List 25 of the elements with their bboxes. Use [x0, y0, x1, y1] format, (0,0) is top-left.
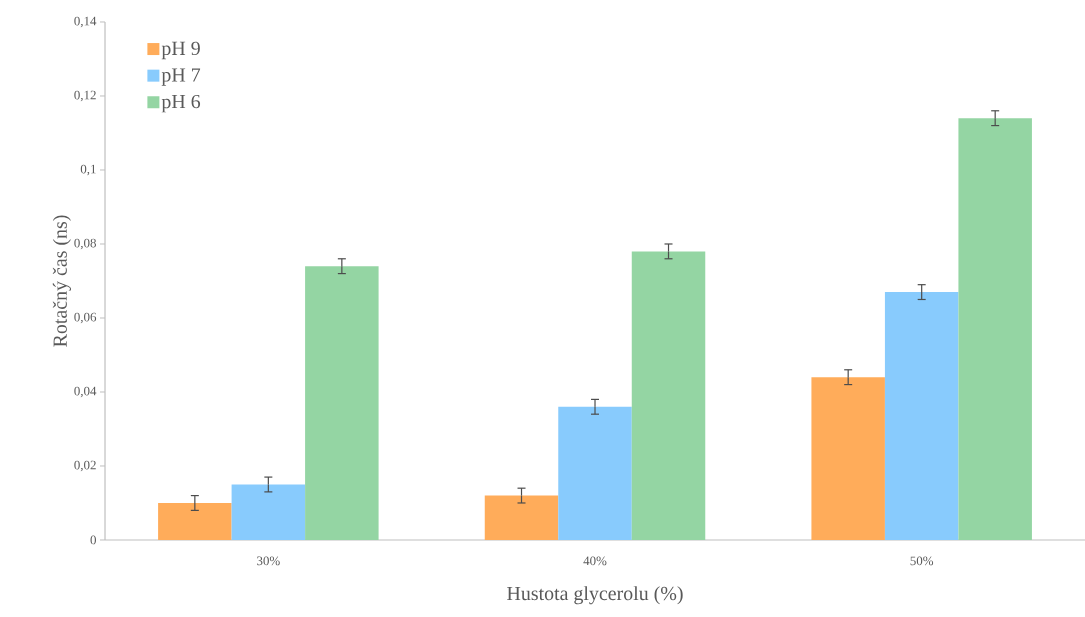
x-tick-label: 40%	[583, 556, 607, 566]
x-tick-label: 30%	[257, 556, 280, 566]
bar	[558, 406, 632, 540]
y-tick-label: 0,1	[80, 164, 96, 176]
y-tick-label: 0,02	[74, 460, 96, 472]
bar	[631, 251, 706, 540]
legend-label: pH 7	[161, 68, 201, 86]
bar	[958, 118, 1032, 540]
bar	[811, 377, 885, 540]
bar	[231, 484, 306, 540]
y-tick-label: 0,06	[74, 312, 97, 324]
y-tick-label: 0,08	[74, 238, 96, 250]
y-axis-title: Rotačný čas (ns)	[52, 215, 71, 347]
y-tick-label: 0,14	[74, 16, 97, 28]
x-axis-title: Hustota glycerolu (%)	[507, 586, 683, 605]
y-tick-label: 0,12	[74, 90, 96, 102]
bar	[305, 266, 379, 540]
bar	[884, 292, 959, 540]
y-tick-label: 0,04	[74, 386, 97, 398]
legend-label: pH 9	[161, 41, 200, 60]
legend-label: pH 6	[161, 94, 201, 113]
bar	[158, 502, 232, 540]
y-tick-label: 0	[90, 535, 96, 545]
bar	[484, 495, 559, 540]
x-tick-label: 50%	[910, 556, 934, 566]
